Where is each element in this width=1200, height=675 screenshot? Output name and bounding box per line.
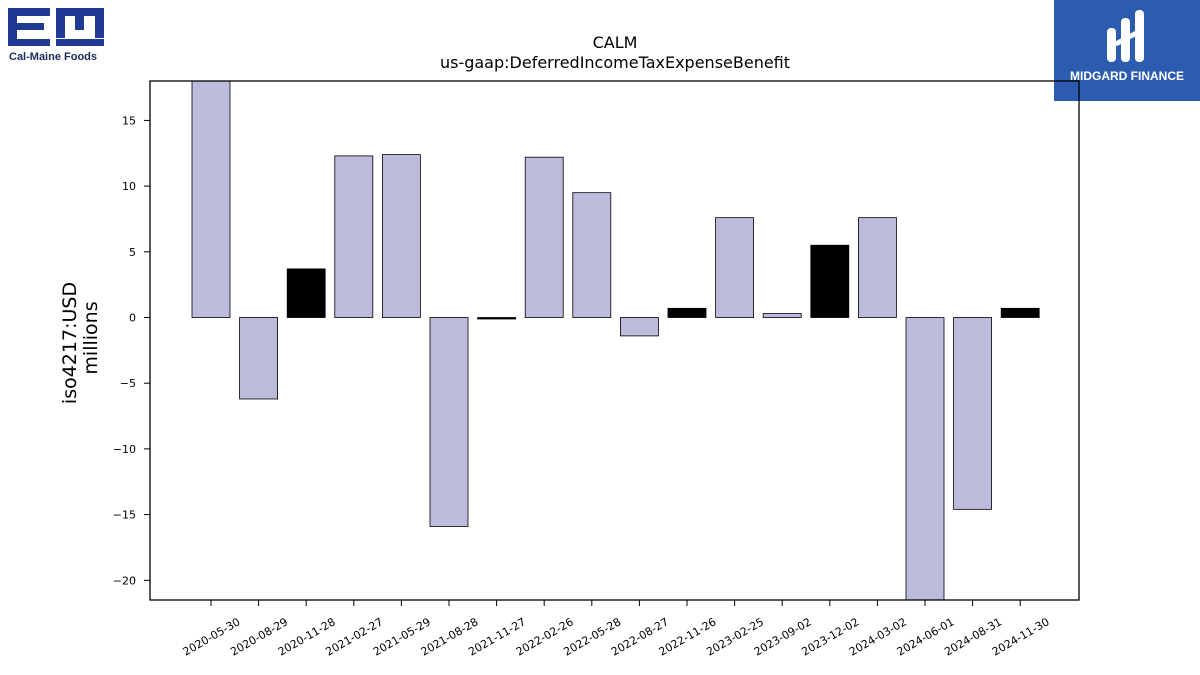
- bars-group: [191, 80, 1040, 601]
- bar-2022-02-26: [524, 156, 564, 318]
- em-monogram-icon: [8, 8, 104, 46]
- bar-2023-02-25: [715, 217, 754, 318]
- bar-2023-12-02: [810, 244, 850, 318]
- y-axis-unit-label: millions: [80, 301, 102, 374]
- company-name: Cal-Maine Foods: [9, 51, 98, 63]
- bar-2021-08-28: [429, 317, 469, 527]
- bar-2020-05-30: [191, 80, 231, 318]
- bar-2022-11-26: [667, 307, 707, 318]
- bar-2024-11-30: [1000, 307, 1040, 318]
- x-axis: 2020-05-302020-08-292020-11-282021-02-27…: [181, 600, 1052, 659]
- midgard-mark-icon: [1107, 10, 1144, 62]
- bar-2020-11-28: [286, 268, 326, 318]
- y-tick-label: 5: [129, 246, 136, 259]
- y-tick-label: −20: [113, 574, 136, 587]
- bar-2021-05-29: [381, 154, 421, 318]
- chart-subtitle: us-gaap:DeferredIncomeTaxExpenseBenefit: [440, 53, 790, 72]
- cal-maine-logo: Cal-Maine Foods: [6, 6, 110, 66]
- y-tick-label: −10: [113, 443, 136, 456]
- brand-name: MIDGARD FINANCE: [1070, 69, 1184, 83]
- bar-2024-08-31: [953, 317, 992, 510]
- bar-2024-03-02: [858, 217, 897, 318]
- bar-2024-06-01: [905, 317, 945, 601]
- bar-2020-08-29: [239, 317, 279, 400]
- y-tick-label: −15: [113, 509, 136, 522]
- y-tick-label: 0: [129, 312, 136, 325]
- bar-2023-09-02: [762, 313, 802, 318]
- bar-2022-08-27: [620, 317, 659, 337]
- y-axis: 15 10 5 0 −5 −10 −15 −20: [113, 114, 150, 587]
- midgard-finance-logo: MIDGARD FINANCE: [1054, 0, 1200, 101]
- bar-2021-02-27: [334, 155, 374, 318]
- bar-2022-05-28: [572, 192, 612, 318]
- plot-frame: [149, 80, 1080, 601]
- bar-2021-11-27: [477, 317, 517, 320]
- y-tick-label: −5: [120, 377, 136, 390]
- chart-title: CALM: [593, 33, 638, 52]
- y-axis-label: iso4217:USD: [59, 282, 81, 404]
- y-tick-label: 15: [122, 114, 136, 127]
- y-tick-label: 10: [122, 180, 136, 193]
